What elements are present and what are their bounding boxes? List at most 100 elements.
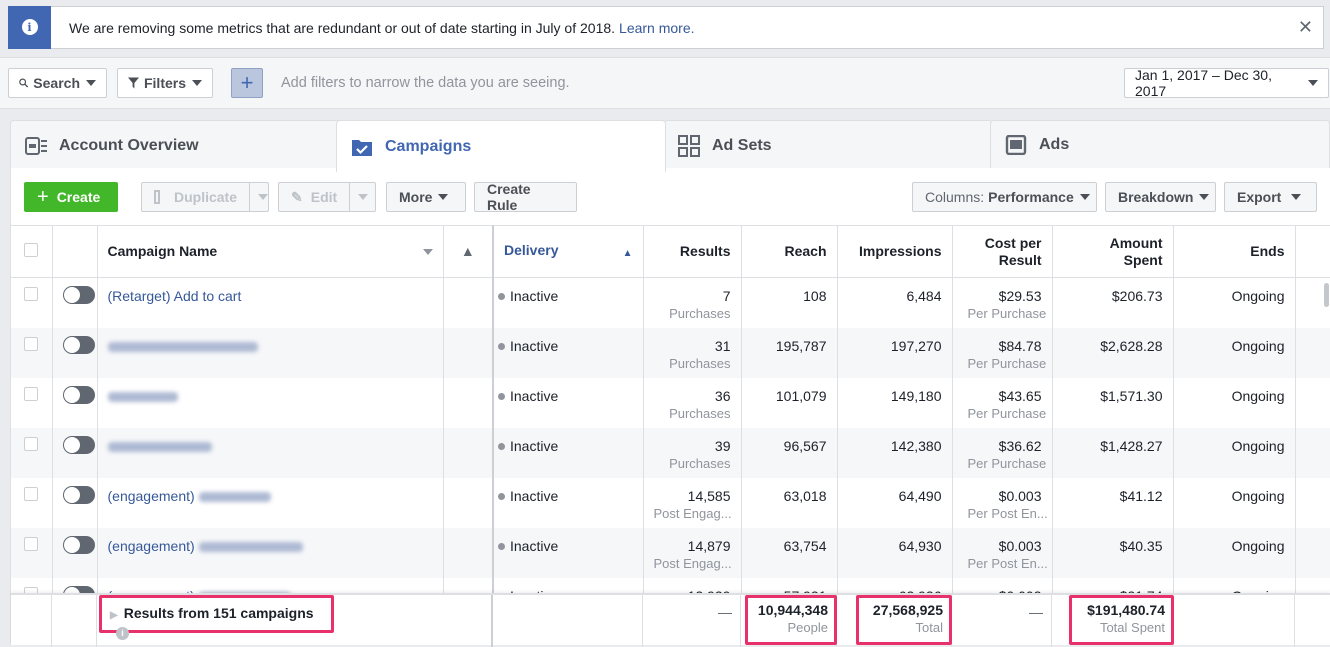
row-checkbox[interactable] (24, 386, 39, 401)
campaign-toggle[interactable] (62, 385, 95, 404)
column-delivery[interactable]: Delivery ▲ (493, 225, 644, 278)
column-label: Result (998, 251, 1042, 268)
delivery-status: Inactive (510, 487, 559, 504)
campaign-name-link[interactable]: (engagement) (107, 537, 195, 554)
duplicate-dropdown[interactable] (249, 183, 268, 211)
notice-banner: i We are removing some metrics that are … (8, 5, 1324, 49)
toggle-header (52, 225, 98, 278)
column-ends[interactable]: Ends (1173, 225, 1296, 278)
edit-label: Edit (310, 189, 338, 205)
close-icon[interactable]: ✕ (1297, 17, 1313, 37)
campaign-toggle[interactable] (62, 335, 95, 354)
duplicate-button[interactable]: Duplicate (141, 182, 269, 212)
amount-spent-cell: $1,428.27 (1052, 427, 1174, 478)
campaign-toggle[interactable] (62, 485, 95, 504)
tab-ads[interactable]: Ads (990, 120, 1330, 168)
campaign-toggle[interactable] (62, 435, 95, 454)
columns-dropdown[interactable]: Columns: Performance (912, 182, 1097, 212)
table-row[interactable]: (Retarget) Add to cart Inactive 7 Purchases… (11, 277, 1330, 328)
table-row[interactable]: (engagement) Inactive 14,879 Post Engag...… (11, 527, 1330, 578)
summary-impressions-unit: Total (915, 620, 943, 635)
amount-spent-value: $1,428.27 (1100, 437, 1163, 454)
spacer-cell (1295, 477, 1330, 528)
summary-cell: 10,944,348 People (741, 595, 837, 647)
more-button[interactable]: More (386, 182, 466, 212)
tab-campaigns[interactable]: Campaigns (336, 120, 666, 172)
search-button[interactable]: Search (8, 68, 107, 98)
row-checkbox-cell (11, 327, 53, 378)
warnings-cell (443, 477, 494, 528)
chevron-down-icon (258, 194, 268, 200)
row-checkbox[interactable] (24, 486, 39, 501)
table-row[interactable]: (engagement) Inactive 14,585 Post Engag...… (11, 477, 1330, 528)
row-toggle-cell (52, 477, 98, 528)
filters-button[interactable]: Filters (117, 68, 213, 98)
info-icon[interactable]: i (116, 627, 129, 640)
ads-icon (1005, 134, 1027, 156)
cost-value: $29.53 (998, 288, 1042, 304)
cost-cell: $0.003 Per Post En... (952, 477, 1053, 528)
campaign-name-link[interactable]: (engagement) (107, 487, 195, 504)
expand-icon[interactable]: ▶ (110, 610, 118, 621)
summary-cell (11, 595, 52, 647)
column-cost-per-result[interactable]: Cost per Result (952, 225, 1053, 278)
campaign-name-link[interactable]: (Retarget) Add to cart (107, 288, 242, 304)
summary-spent-box: $191,480.74 Total Spent (1069, 595, 1174, 645)
vertical-scrollbar[interactable] (1324, 283, 1329, 307)
summary-spent: $191,480.74 (1087, 602, 1165, 618)
warnings-cell (443, 377, 494, 428)
results-cell: 14,879 Post Engag... (643, 527, 742, 578)
learn-more-link[interactable]: Learn more. (619, 19, 695, 36)
row-checkbox[interactable] (24, 436, 39, 451)
results-value: 14,879 (687, 537, 731, 554)
tab-ad-sets[interactable]: Ad Sets (663, 120, 993, 170)
column-impressions[interactable]: Impressions (837, 225, 953, 278)
column-campaign-name[interactable]: Campaign Name (97, 225, 444, 278)
summary-impressions-box: 27,568,925 Total (856, 595, 952, 645)
edit-dropdown[interactable] (349, 183, 369, 211)
results-cell: 31 Purchases (643, 327, 742, 378)
export-label: Export (1237, 189, 1282, 205)
row-checkbox[interactable] (24, 536, 39, 551)
impressions-value: 149,180 (890, 387, 942, 404)
filter-input[interactable]: Add filters to narrow the data you are s… (281, 75, 570, 91)
chevron-down-icon[interactable] (422, 249, 433, 255)
table-row[interactable]: Inactive 39 Purchases 96,567 142,380 $36.62 Pe… (11, 427, 1330, 478)
export-dropdown[interactable]: Export (1224, 182, 1317, 212)
results-type: Purchases (669, 405, 731, 421)
impressions-value: 64,490 (898, 487, 942, 504)
redacted-name (198, 491, 271, 502)
amount-spent-cell: $41.12 (1052, 477, 1174, 528)
column-warnings[interactable]: ▲ (443, 225, 494, 278)
create-rule-button[interactable]: Create Rule (474, 181, 577, 213)
column-reach[interactable]: Reach (741, 225, 838, 278)
column-results[interactable]: Results (643, 225, 742, 278)
select-all-checkbox[interactable] (24, 242, 39, 257)
column-amount-spent[interactable]: Amount Spent (1052, 225, 1174, 278)
summary-reach-box: 10,944,348 People (745, 595, 837, 645)
impressions-value: 197,270 (890, 337, 942, 354)
row-checkbox[interactable] (24, 336, 39, 351)
redacted-name (198, 541, 303, 552)
campaign-toggle[interactable] (62, 535, 95, 554)
ends-value: Ongoing (1231, 537, 1285, 554)
reach-cell: 195,787 (741, 327, 838, 378)
add-filter-button[interactable]: + (231, 68, 263, 98)
table-row[interactable]: Inactive 36 Purchases 101,079 149,180 $43.65 P… (11, 377, 1330, 428)
date-range-picker[interactable]: Jan 1, 2017 – Dec 30, 2017 (1124, 67, 1329, 99)
column-label: Delivery (504, 241, 559, 258)
results-cell: 14,585 Post Engag... (643, 477, 742, 528)
campaign-toggle[interactable] (62, 286, 95, 304)
row-checkbox[interactable] (24, 287, 39, 301)
edit-button[interactable]: ✎ Edit (278, 182, 376, 212)
create-button[interactable]: + Create (24, 182, 118, 212)
breakdown-dropdown[interactable]: Breakdown (1105, 182, 1216, 212)
tab-label: Ad Sets (712, 136, 772, 154)
column-label: Spent (1123, 251, 1163, 268)
table-row[interactable]: Inactive 31 Purchases 195,787 197,270 $84.78 P… (11, 327, 1330, 378)
tab-account-overview[interactable]: Account Overview (10, 120, 342, 170)
cost-type: Per Purchase (967, 455, 1047, 471)
impressions-value: 142,380 (890, 437, 942, 454)
ends-value: Ongoing (1231, 387, 1285, 404)
reach-cell: 101,079 (741, 377, 838, 428)
